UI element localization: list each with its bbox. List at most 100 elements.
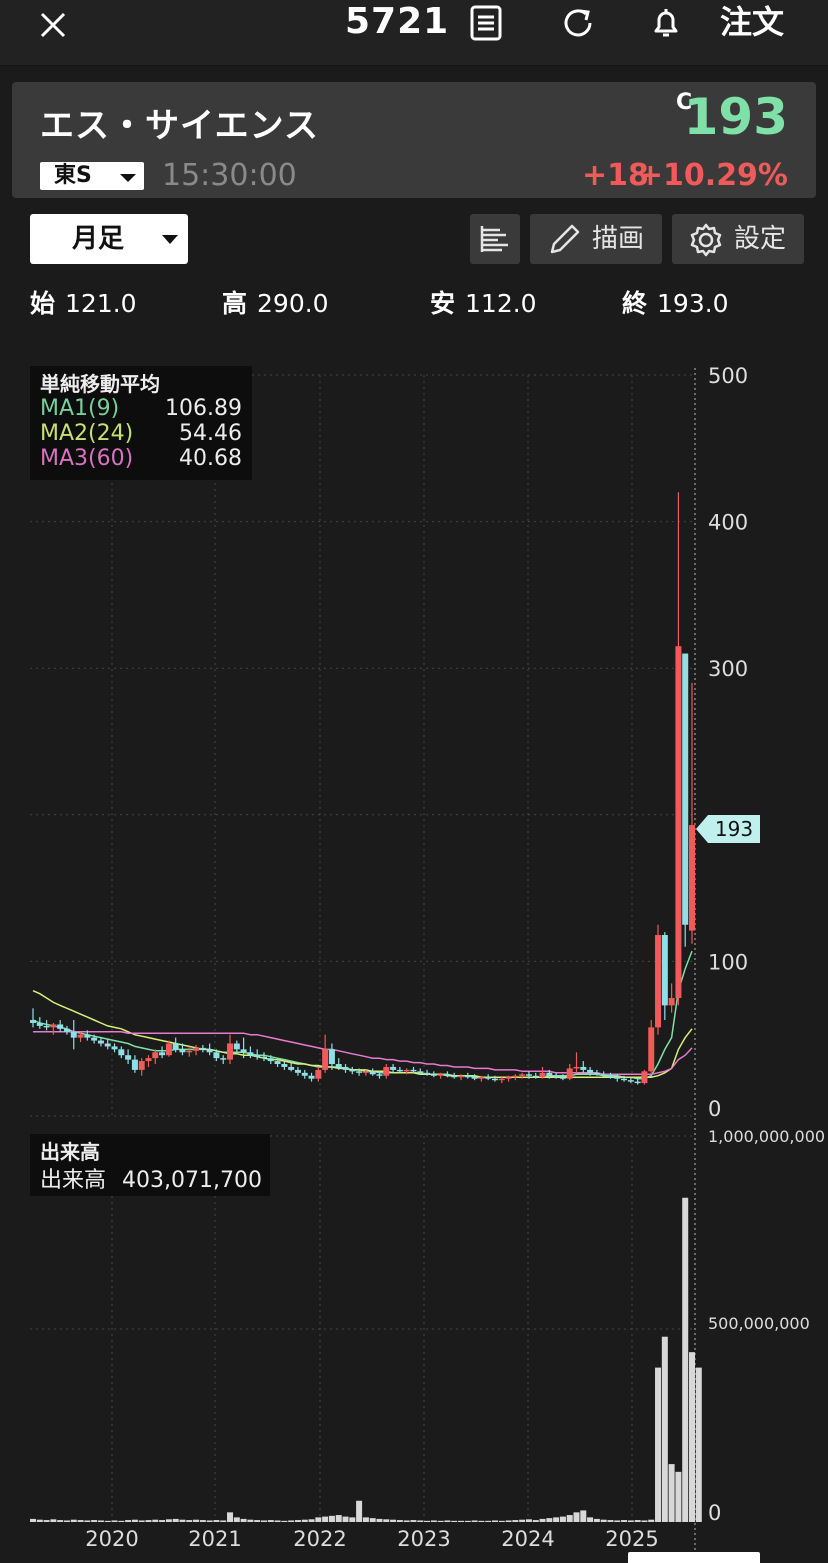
- order-button[interactable]: 注文: [720, 3, 785, 41]
- candle-body: [451, 1075, 458, 1078]
- volume-bar: [152, 1519, 159, 1522]
- settings-button[interactable]: 設定: [672, 214, 804, 264]
- candle-body: [349, 1069, 356, 1072]
- volume-bar: [43, 1520, 50, 1522]
- volume-bar: [30, 1518, 36, 1522]
- volume-tick-label: 1,000,000,000: [708, 1127, 825, 1146]
- volume-bar: [641, 1520, 648, 1522]
- volume-bar: [668, 1464, 675, 1522]
- stock-name: エス・サイエンス: [40, 106, 319, 146]
- volume-bar: [505, 1520, 512, 1522]
- candle-body: [444, 1074, 451, 1076]
- ohlc-high: 高 290.0: [222, 284, 329, 320]
- market-select[interactable]: 東S: [40, 162, 144, 190]
- year-label: 2023: [397, 1527, 450, 1551]
- candle-body: [193, 1047, 200, 1051]
- ticker-code: 5721: [345, 1, 450, 42]
- candle-body: [159, 1052, 166, 1056]
- price-change: +18: [582, 158, 649, 193]
- ohlc-open: 始 121.0: [30, 284, 137, 320]
- volume-bar: [91, 1520, 98, 1522]
- indicator-button[interactable]: [470, 214, 520, 264]
- volume-tick-label: 500,000,000: [708, 1314, 810, 1333]
- bottom-handle[interactable]: [628, 1552, 760, 1563]
- candle-body: [648, 1027, 655, 1072]
- candle-body: [104, 1043, 111, 1047]
- volume-legend-title: 出来高: [40, 1140, 100, 1164]
- period-select[interactable]: 月足: [30, 214, 188, 264]
- market-label: 東S: [54, 163, 92, 188]
- ma2-label: MA2(24): [40, 421, 134, 446]
- volume-bar: [648, 1519, 655, 1522]
- volume-bar: [607, 1520, 614, 1522]
- document-icon[interactable]: [466, 3, 506, 43]
- candle-body: [464, 1075, 471, 1078]
- volume-bar: [193, 1519, 200, 1522]
- candle-body: [505, 1077, 512, 1079]
- volume-bar: [308, 1519, 315, 1522]
- candle-body: [661, 935, 668, 1006]
- ma1-label: MA1(9): [40, 396, 120, 421]
- candle-body: [532, 1075, 539, 1078]
- candle-body: [682, 653, 689, 925]
- period-label: 月足: [72, 224, 125, 254]
- refresh-icon[interactable]: [558, 3, 598, 43]
- candle-body: [437, 1074, 444, 1076]
- volume-bar: [281, 1520, 288, 1522]
- candle-body: [165, 1043, 172, 1056]
- volume-bar: [356, 1500, 363, 1522]
- candle-body: [254, 1055, 261, 1057]
- year-label: 2024: [501, 1527, 554, 1551]
- volume-bar: [682, 1197, 689, 1522]
- price-change-percent: +10.29%: [637, 158, 788, 193]
- candle-body: [689, 825, 695, 931]
- price-tick-label: 100: [708, 950, 748, 974]
- volume-bar: [675, 1471, 682, 1522]
- volume-bar: [580, 1510, 587, 1522]
- volume-bar: [396, 1520, 403, 1522]
- volume-value: 403,071,700: [122, 1168, 262, 1193]
- bell-icon[interactable]: [646, 3, 686, 43]
- draw-label: 描画: [592, 224, 645, 254]
- volume-bar: [84, 1520, 91, 1522]
- candle-body: [614, 1077, 621, 1079]
- close-button[interactable]: [32, 6, 76, 50]
- ma1-value: 106.89: [165, 396, 242, 421]
- open-value: 121.0: [65, 289, 137, 318]
- draw-button[interactable]: 描画: [530, 214, 662, 264]
- ma2-value: 54.46: [179, 421, 242, 446]
- candle-body: [308, 1075, 315, 1079]
- volume-bar: [587, 1517, 594, 1522]
- volume-bar: [179, 1519, 186, 1522]
- candle-body: [145, 1058, 152, 1062]
- candle-body: [36, 1022, 43, 1026]
- candle-body: [172, 1043, 179, 1050]
- candle-body: [125, 1055, 132, 1060]
- volume-bar: [430, 1520, 437, 1522]
- candle-body: [634, 1081, 641, 1084]
- volume-bar: [125, 1520, 132, 1522]
- ma3-line: [33, 1031, 693, 1076]
- volume-bar: [322, 1516, 329, 1522]
- volume-bar: [627, 1520, 634, 1522]
- close-value: 193.0: [657, 289, 729, 318]
- volume-bar: [539, 1518, 546, 1522]
- ma-legend: 単純移動平均 MA1(9) 106.89 MA2(24) 54.46 MA3(6…: [30, 366, 252, 480]
- settings-label: 設定: [734, 224, 787, 254]
- candle-body: [57, 1024, 64, 1029]
- price-tick-label: 0: [708, 1097, 721, 1121]
- volume-bar: [417, 1520, 424, 1522]
- volume-bar: [213, 1520, 220, 1522]
- price-flag: C: [676, 90, 693, 115]
- candle-body: [111, 1046, 118, 1050]
- candle-body: [267, 1058, 274, 1062]
- candle-body: [566, 1068, 573, 1079]
- volume-bar: [525, 1519, 532, 1522]
- ohlc-low: 安 112.0: [430, 284, 537, 320]
- volume-bar: [186, 1520, 193, 1522]
- candle-body: [288, 1066, 295, 1070]
- volume-bar: [600, 1519, 607, 1522]
- candle-body: [376, 1074, 383, 1076]
- stock-chart[interactable]: 500 400 300 100 0 1,000,000,000 500,000,000 0 20…: [0, 330, 828, 1552]
- volume-bar: [274, 1520, 281, 1522]
